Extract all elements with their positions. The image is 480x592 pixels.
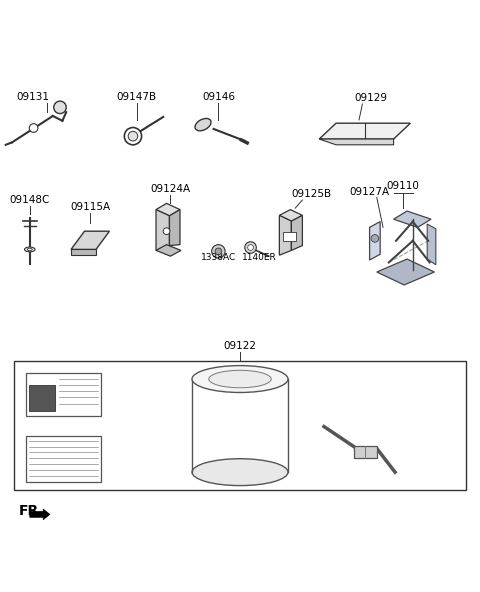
Text: 09110: 09110 — [387, 181, 420, 191]
Polygon shape — [71, 249, 96, 255]
Polygon shape — [279, 215, 291, 255]
Polygon shape — [377, 259, 434, 285]
Bar — [14, 361, 466, 490]
Circle shape — [29, 124, 38, 133]
Circle shape — [248, 244, 253, 250]
Text: 09147B: 09147B — [117, 92, 157, 102]
Bar — [29, 385, 55, 411]
Ellipse shape — [24, 247, 35, 252]
Polygon shape — [319, 123, 410, 139]
Bar — [26, 373, 101, 416]
Polygon shape — [370, 221, 380, 260]
Polygon shape — [427, 224, 436, 265]
Text: 1338AC: 1338AC — [201, 253, 236, 262]
Circle shape — [54, 101, 66, 114]
Text: 09129: 09129 — [354, 92, 387, 102]
Polygon shape — [319, 139, 394, 145]
Polygon shape — [156, 244, 181, 256]
Text: 09125B: 09125B — [291, 189, 331, 199]
Circle shape — [215, 248, 222, 255]
Polygon shape — [156, 204, 180, 216]
Polygon shape — [279, 210, 302, 221]
Bar — [283, 232, 296, 241]
Circle shape — [245, 242, 256, 253]
Circle shape — [124, 127, 142, 145]
Text: 09148C: 09148C — [10, 195, 50, 205]
Text: 09146: 09146 — [202, 92, 235, 102]
Ellipse shape — [195, 118, 211, 131]
Text: 1140ER: 1140ER — [242, 253, 276, 262]
Ellipse shape — [209, 371, 271, 388]
Circle shape — [371, 234, 379, 242]
Ellipse shape — [27, 248, 32, 250]
Circle shape — [128, 131, 138, 141]
Ellipse shape — [192, 366, 288, 392]
Bar — [26, 436, 101, 482]
Polygon shape — [394, 211, 431, 227]
Text: 09122: 09122 — [224, 341, 256, 351]
Circle shape — [163, 228, 170, 234]
Text: 09131: 09131 — [16, 92, 49, 102]
Polygon shape — [71, 231, 109, 249]
Text: 09115A: 09115A — [70, 202, 110, 212]
Text: FR.: FR. — [19, 504, 45, 518]
Circle shape — [212, 244, 225, 258]
Text: 09124A: 09124A — [150, 184, 191, 194]
Polygon shape — [291, 215, 302, 250]
Polygon shape — [169, 210, 180, 246]
Ellipse shape — [192, 459, 288, 485]
Bar — [354, 446, 377, 458]
Polygon shape — [156, 210, 169, 250]
Text: 09127A: 09127A — [349, 186, 390, 197]
Polygon shape — [30, 509, 50, 520]
